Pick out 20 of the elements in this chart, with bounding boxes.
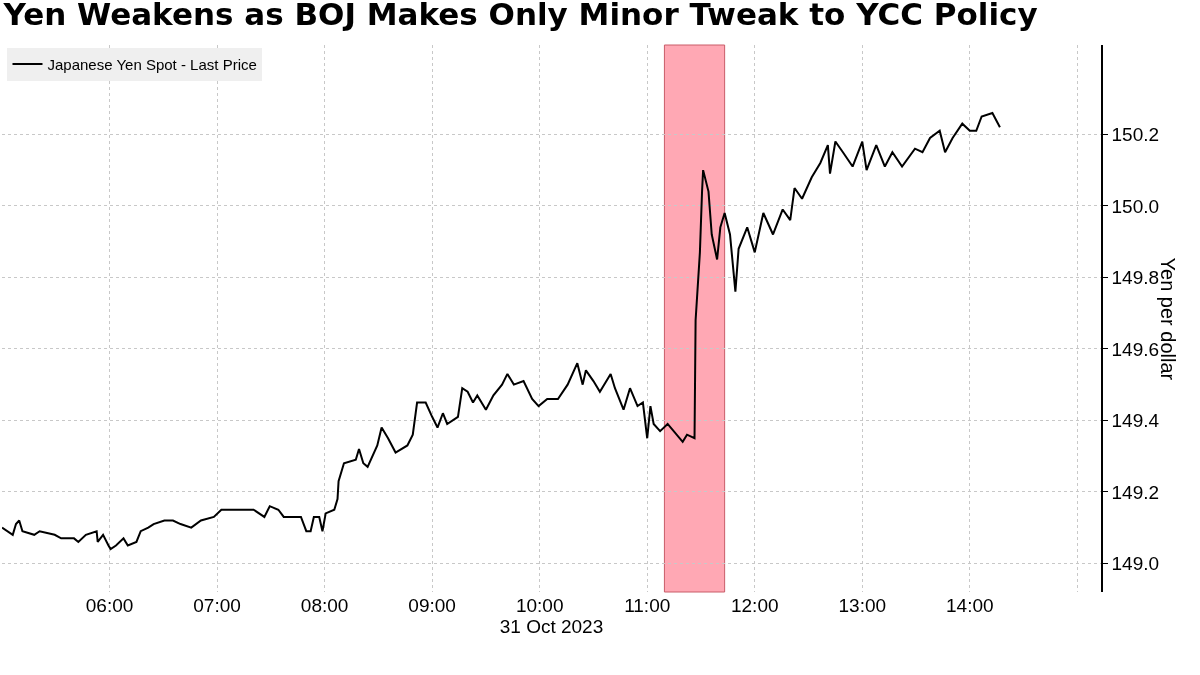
chart-title: Yen Weakens as BOJ Makes Only Minor Tweak to YCC Policy — [2, 0, 1038, 33]
x-tick-label: 07:00 — [193, 595, 241, 616]
x-axis-title: 31 Oct 2023 — [499, 616, 604, 637]
y-tick-label: 149.0 — [1111, 553, 1160, 575]
y-tick-label: 149.8 — [1111, 267, 1160, 289]
x-tick-label: 09:00 — [408, 595, 456, 616]
x-tick-label: 11:00 — [624, 595, 671, 616]
x-tick-label: 06:00 — [85, 595, 134, 616]
y-tick-label: 149.4 — [1111, 410, 1160, 432]
y-tick-label: 149.2 — [1111, 481, 1160, 503]
y-tick-label: 150.2 — [1111, 124, 1160, 146]
legend-label: Japanese Yen Spot - Last Price — [47, 55, 257, 73]
x-tick-label: 08:00 — [300, 595, 349, 616]
line-series — [2, 111, 1001, 551]
x-tick-label: 13:00 — [838, 595, 887, 616]
x-tick-label: 10:00 — [515, 595, 564, 616]
x-tick-label: 12:00 — [730, 595, 779, 616]
y-tick-label: 150.0 — [1111, 195, 1160, 217]
x-tick-label: 14:00 — [946, 595, 994, 616]
y-tick-label: 149.6 — [1111, 338, 1160, 360]
